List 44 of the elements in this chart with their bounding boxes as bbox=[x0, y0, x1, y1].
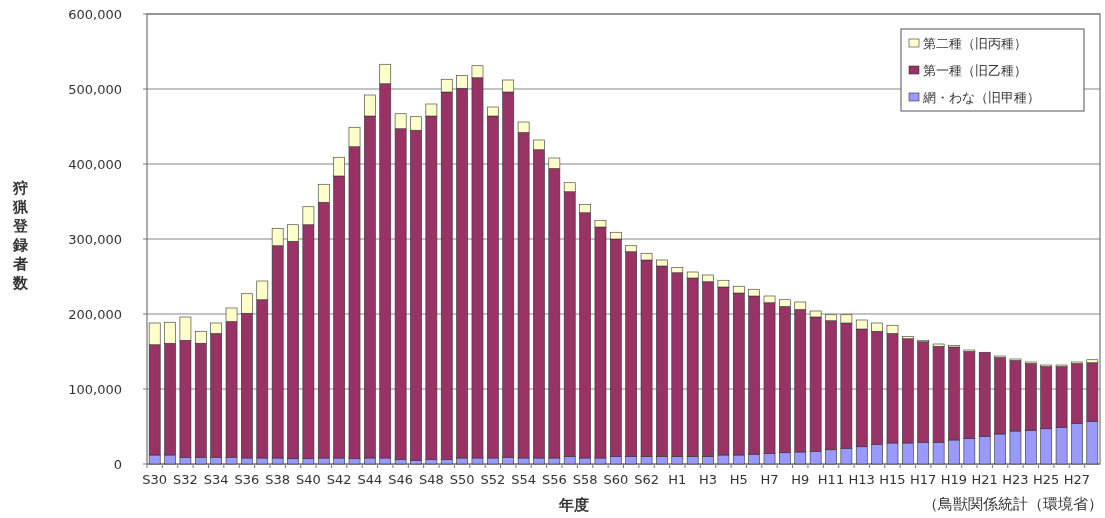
y-tick-label: 100,000 bbox=[68, 382, 122, 397]
x-tick-label: H25 bbox=[1033, 472, 1060, 487]
text: （鳥獣関係統計（環境省） bbox=[923, 495, 1103, 513]
x-tick-label: S52 bbox=[480, 472, 506, 487]
x-tick-label: S60 bbox=[603, 472, 629, 487]
x-tick-label: S38 bbox=[265, 472, 291, 487]
y-tick-label: 0 bbox=[113, 457, 122, 472]
x-tick-label: H13 bbox=[848, 472, 875, 487]
y-tick-label: 400,000 bbox=[68, 157, 122, 172]
x-tick-label: S62 bbox=[634, 472, 659, 487]
x-tick-label: S34 bbox=[203, 472, 229, 487]
x-tick-label: H21 bbox=[971, 472, 998, 487]
x-tick-label: H17 bbox=[910, 472, 937, 487]
x-tick-label: S30 bbox=[142, 472, 168, 487]
x-tick-label: H15 bbox=[879, 472, 906, 487]
legend-label: 第二種（旧丙種） bbox=[923, 36, 1027, 51]
x-tick-label: H1 bbox=[668, 472, 687, 487]
x-tick-label: S58 bbox=[572, 472, 598, 487]
y-tick-label: 600,000 bbox=[68, 7, 122, 22]
x-tick-label: S54 bbox=[511, 472, 536, 487]
x-tick-label: S44 bbox=[357, 472, 383, 487]
x-tick-label: H3 bbox=[699, 472, 718, 487]
x-tick-label: H19 bbox=[940, 472, 968, 487]
legend-label: 網・わな（旧甲種） bbox=[922, 90, 1040, 105]
x-tick-label: H27 bbox=[1063, 472, 1091, 487]
x-tick-label: S48 bbox=[418, 472, 444, 487]
x-tick-label: S56 bbox=[541, 472, 567, 487]
legend-label: 第一種（旧乙種） bbox=[923, 63, 1027, 78]
y-axis-title: 狩猟登録者数 bbox=[11, 178, 29, 292]
x-axis-title: 年度 bbox=[557, 496, 589, 514]
x-tick-label: S46 bbox=[388, 472, 414, 487]
x-tick-label: S42 bbox=[326, 472, 352, 487]
x-tick-label: S40 bbox=[296, 472, 321, 487]
y-tick-label: 300,000 bbox=[68, 232, 122, 247]
x-tick-label: H11 bbox=[817, 472, 845, 487]
y-tick-label: 500,000 bbox=[68, 82, 122, 97]
x-tick-label: H5 bbox=[729, 472, 748, 487]
x-tick-label: H7 bbox=[760, 472, 779, 487]
x-tick-label: S32 bbox=[173, 472, 198, 487]
x-tick-label: H23 bbox=[1002, 472, 1029, 487]
x-tick-label: S50 bbox=[449, 472, 475, 487]
x-tick-label: S36 bbox=[234, 472, 260, 487]
x-tick-label: H9 bbox=[791, 472, 810, 487]
y-tick-label: 200,000 bbox=[68, 307, 122, 322]
